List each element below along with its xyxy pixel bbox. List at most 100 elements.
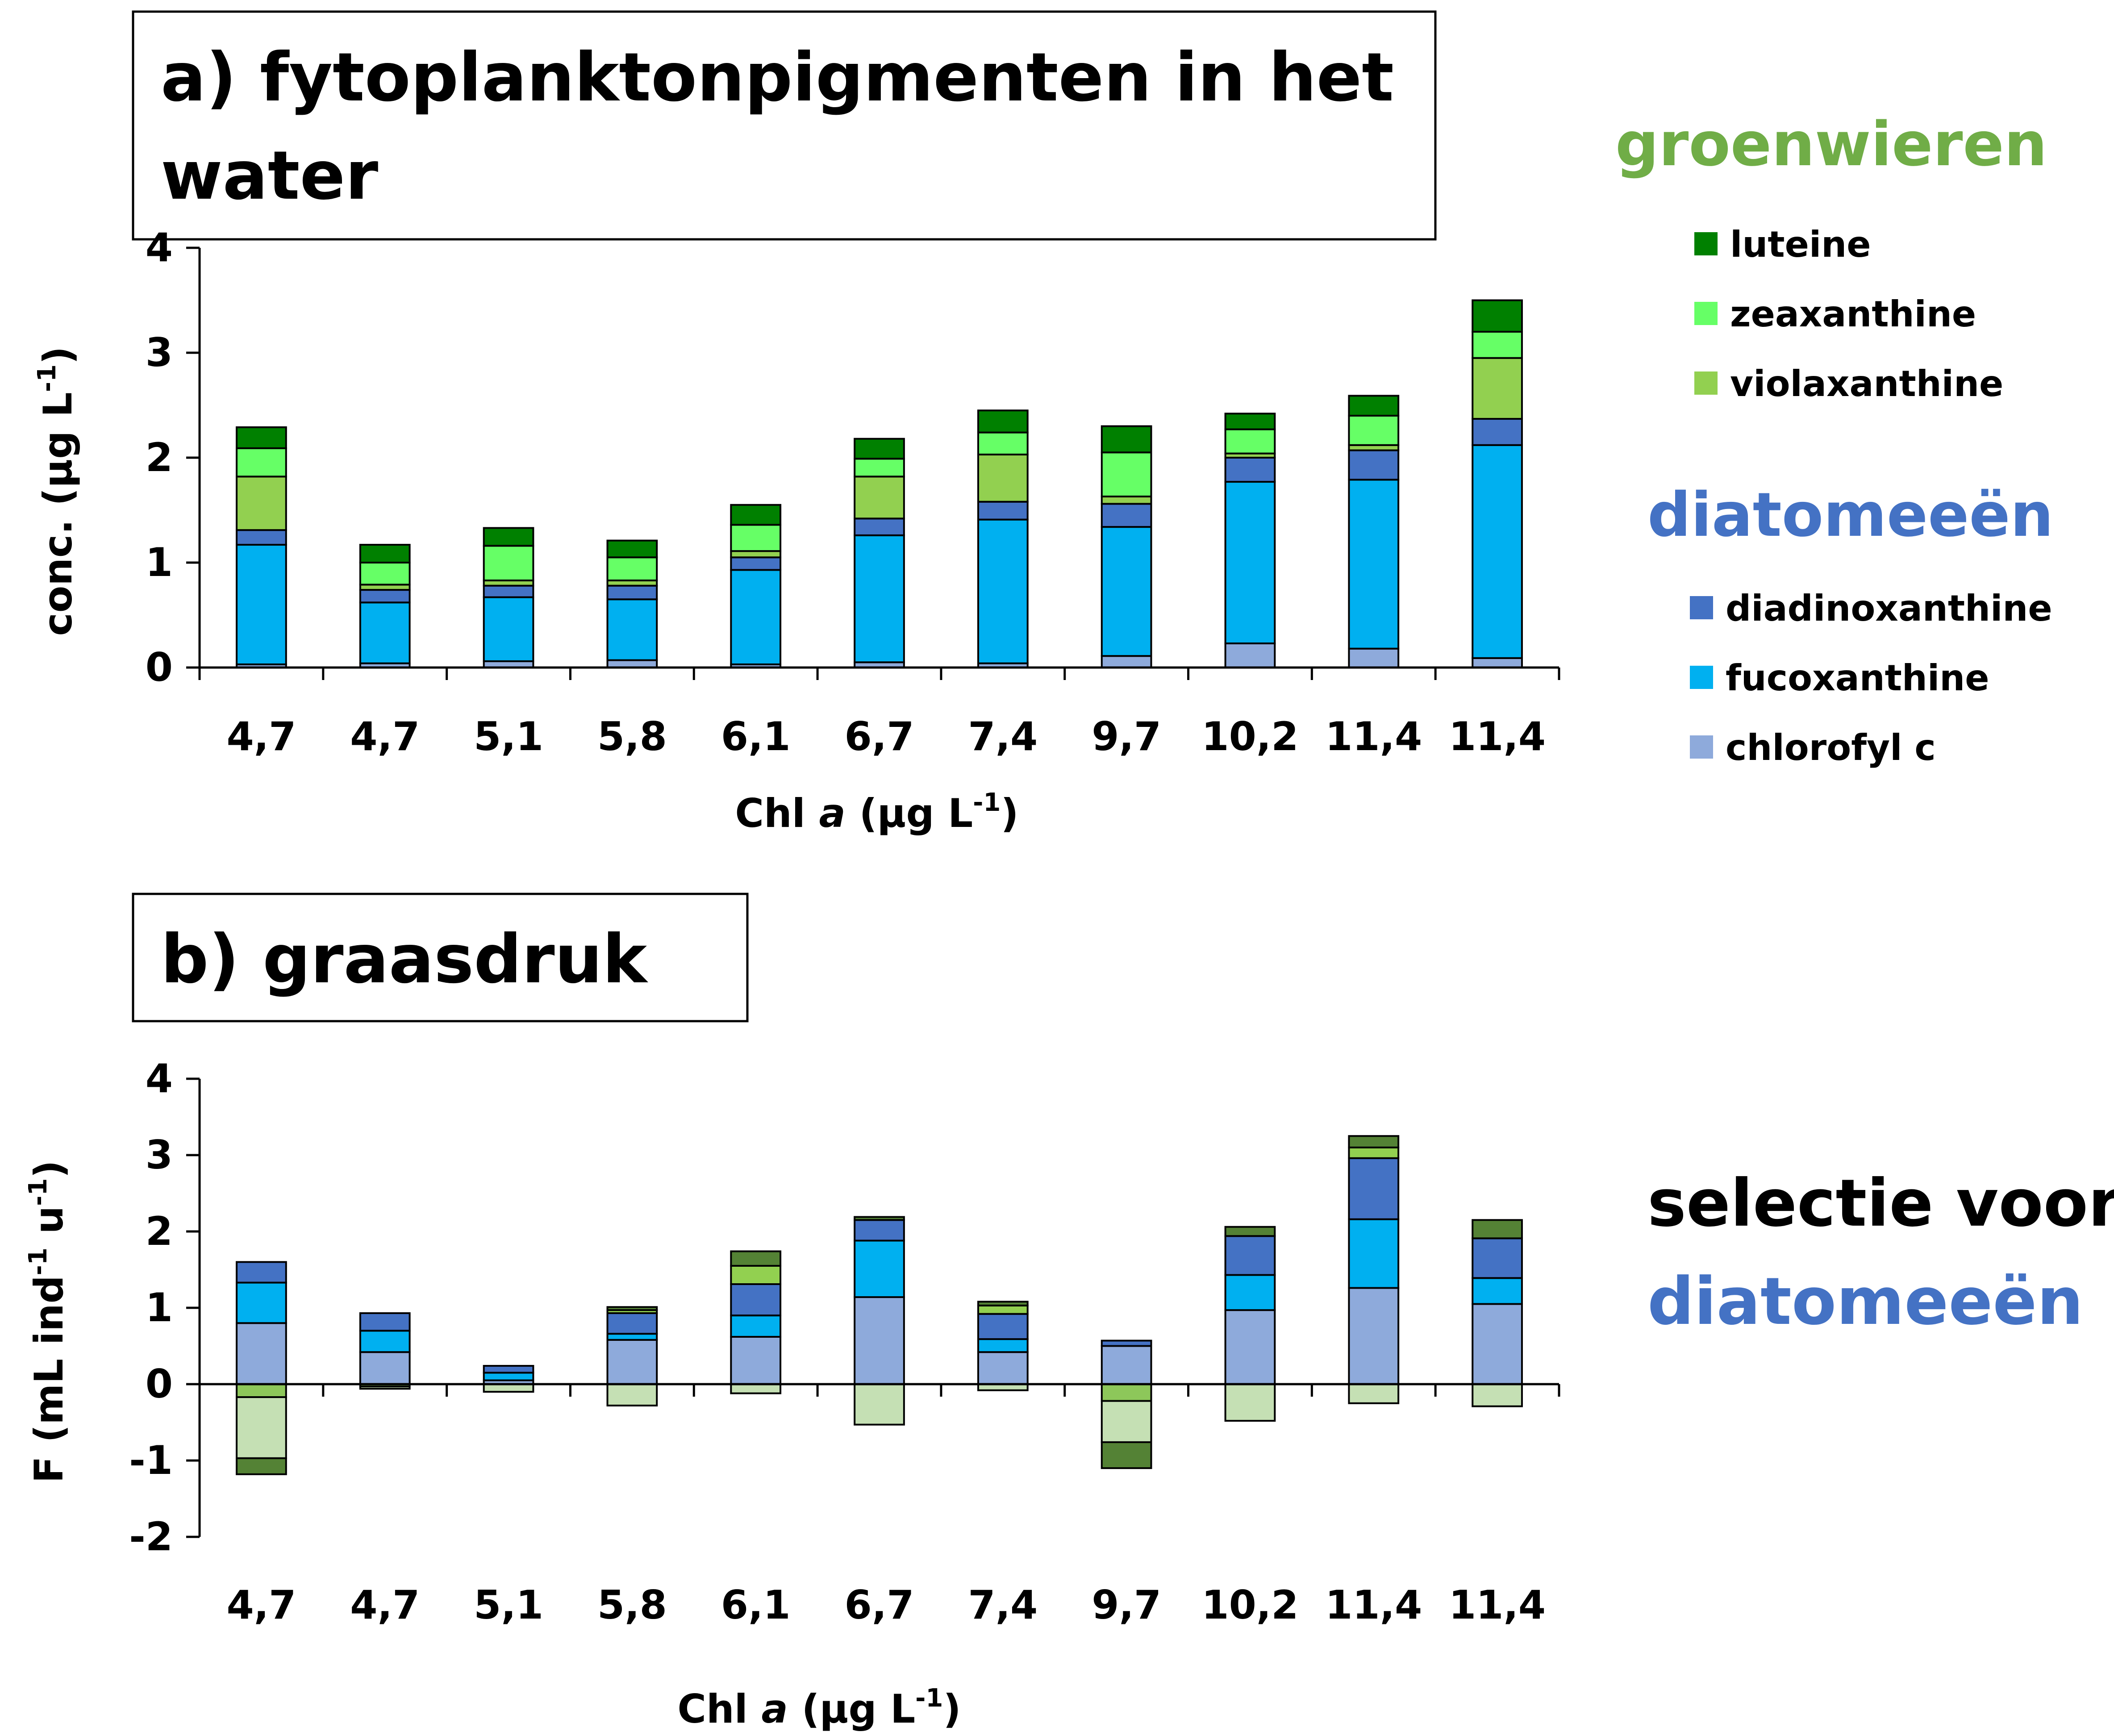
bar-segment-violaxanthine bbox=[730, 550, 782, 559]
y-tick-label: 3 bbox=[146, 330, 173, 376]
x-tick-label: 6,7 bbox=[845, 1582, 914, 1628]
panel-a-title-box bbox=[132, 10, 1437, 241]
bar-segment-chlorofyl-c bbox=[1348, 647, 1400, 668]
bar-segment-zeaxanthine bbox=[1101, 1400, 1152, 1443]
bar-segment-diadinoxanthine bbox=[1348, 1157, 1400, 1220]
x-tick-label: 10,2 bbox=[1201, 1582, 1298, 1628]
bar-segment-luteine bbox=[606, 539, 658, 559]
bar-segment-diadinoxanthine bbox=[1224, 457, 1276, 483]
legend-green-items: luteine zeaxanthine violaxanthine bbox=[1694, 224, 2003, 405]
bar-segment-fucoxanthine bbox=[977, 518, 1029, 664]
bar-segment-luteine bbox=[1472, 1219, 1523, 1239]
legend: groenwieren luteine zeaxanthine violaxanth… bbox=[1615, 109, 2053, 768]
bar-segment-diadinoxanthine bbox=[483, 1365, 534, 1374]
legend-label: luteine bbox=[1730, 224, 1871, 265]
bar-segment-violaxanthine bbox=[236, 476, 287, 531]
panel-a: a) fytoplanktonpigmenten in het water 0 1… bbox=[33, 10, 1560, 836]
legend-heading-groenwieren: groenwieren bbox=[1615, 109, 2047, 180]
bar-segment-chlorofyl-c bbox=[854, 1296, 905, 1385]
legend-blue-items: diadinoxanthine fucoxanthine chlorofyl c bbox=[1690, 588, 2052, 768]
bar-segment-diadinoxanthine bbox=[730, 556, 782, 571]
bar-segment-chlorofyl-c bbox=[1101, 1345, 1152, 1385]
bar-segment-diadinoxanthine bbox=[977, 1313, 1029, 1340]
bar-segment-violaxanthine bbox=[854, 476, 905, 520]
bar-segment-diadinoxanthine bbox=[1472, 418, 1523, 446]
bar-segment-zeaxanthine bbox=[730, 524, 782, 552]
annotation-line1: selectie voor bbox=[1647, 1165, 2114, 1241]
panel-a-title-line2: water bbox=[161, 137, 378, 215]
bar-segment-luteine bbox=[606, 1306, 658, 1311]
bar-segment-fucoxanthine bbox=[854, 1239, 905, 1298]
bar-segment-chlorofyl-c bbox=[1472, 1303, 1523, 1385]
x-tick-label: 11,4 bbox=[1325, 1582, 1422, 1628]
annotation-line2: diatomeeën bbox=[1647, 1264, 2083, 1340]
panel-a-xlabel-superscript: -1 bbox=[973, 788, 1001, 817]
bar-segment-fucoxanthine bbox=[977, 1338, 1029, 1353]
x-tick-label: 5,1 bbox=[474, 714, 543, 760]
bar-segment-zeaxanthine bbox=[359, 1385, 411, 1390]
bar-segment-diadinoxanthine bbox=[1224, 1235, 1276, 1276]
bar-segment-fucoxanthine bbox=[854, 534, 905, 664]
legend-label: chlorofyl c bbox=[1726, 727, 1936, 768]
bar-segment-chlorofyl-c bbox=[359, 1351, 411, 1385]
panel-b-axes: -2 -1 0 1 2 3 4 4,7 4,7 5,1 5,8 6,1 6,7 7,4 9,7 10,2 11,… bbox=[129, 1056, 1560, 1628]
bar-segment-fucoxanthine bbox=[1101, 526, 1152, 657]
panel-a-title-line1: a) fytoplanktonpigmenten in het bbox=[161, 39, 1394, 117]
legend-swatch bbox=[1694, 232, 1718, 255]
bar-segment-zeaxanthine bbox=[854, 458, 905, 478]
bar-segment-luteine bbox=[730, 504, 782, 526]
x-tick-label: 5,1 bbox=[474, 1582, 543, 1628]
bar-segment-zeaxanthine bbox=[730, 1383, 782, 1394]
bar-segment-luteine bbox=[854, 1216, 905, 1221]
bar-segment-fucoxanthine bbox=[236, 544, 287, 665]
bar-segment-fucoxanthine bbox=[730, 569, 782, 665]
legend-label: diadinoxanthine bbox=[1726, 588, 2052, 629]
x-tick-label: 9,7 bbox=[1092, 714, 1161, 760]
bar-segment-fucoxanthine bbox=[1348, 479, 1400, 650]
bar-segment-fucoxanthine bbox=[606, 1333, 658, 1341]
legend-label: zeaxanthine bbox=[1730, 293, 1976, 335]
panel-a-axes: 0 1 2 3 4 4,7 4,7 5,1 5,8 6,1 6,7 7,4 9,7 10,2 11,4 11,… bbox=[146, 225, 1560, 760]
bar-segment-luteine bbox=[977, 1301, 1029, 1306]
bar-segment-fucoxanthine bbox=[1472, 444, 1523, 659]
x-tick-label: 10,2 bbox=[1201, 714, 1298, 760]
legend-swatch bbox=[1690, 596, 1713, 619]
y-tick-label: 1 bbox=[146, 1285, 173, 1331]
legend-label: fucoxanthine bbox=[1726, 657, 1989, 699]
x-tick-label: 11,4 bbox=[1325, 714, 1422, 760]
bar-segment-fucoxanthine bbox=[1348, 1218, 1400, 1289]
x-tick-label: 4,7 bbox=[226, 714, 296, 760]
bar-segment-diadinoxanthine bbox=[606, 584, 658, 601]
x-tick-label: 5,8 bbox=[597, 1582, 667, 1628]
bar-segment-diadinoxanthine bbox=[1472, 1237, 1523, 1279]
bar-segment-fucoxanthine bbox=[1472, 1277, 1523, 1305]
bar-segment-violaxanthine bbox=[1101, 1383, 1152, 1402]
bar-segment-luteine bbox=[1101, 425, 1152, 454]
bar-segment-diadinoxanthine bbox=[606, 1312, 658, 1335]
legend-swatch bbox=[1690, 666, 1713, 689]
x-tick-label: 4,7 bbox=[350, 714, 420, 760]
bar-segment-violaxanthine bbox=[730, 1264, 782, 1285]
panel-a-ylabel-superscript: -1 bbox=[33, 364, 62, 392]
bar-segment-chlorofyl-c bbox=[1472, 657, 1523, 668]
bar-segment-chlorofyl-c bbox=[606, 1339, 658, 1385]
panel-b: b) graasdruk -2 -1 0 1 2 3 4 4,7 4,7 5,1 5,8 6,1 6,7… bbox=[24, 893, 1560, 1732]
bar-segment-zeaxanthine bbox=[977, 431, 1029, 455]
x-tick-label: 5,8 bbox=[597, 714, 667, 760]
panel-b-y-axis-label: F (mL ind-1 u-1) bbox=[24, 1160, 72, 1483]
bar-segment-diadinoxanthine bbox=[483, 584, 534, 598]
bar-segment-diadinoxanthine bbox=[359, 1312, 411, 1332]
bar-segment-fucoxanthine bbox=[1224, 1274, 1276, 1311]
bar-segment-violaxanthine bbox=[1472, 357, 1523, 420]
bar-segment-diadinoxanthine bbox=[977, 501, 1029, 521]
panel-b-title-box bbox=[132, 893, 749, 1022]
annotation: selectie voor diatomeeën bbox=[1647, 1165, 2114, 1340]
y-tick-label: 0 bbox=[146, 644, 173, 690]
bar-segment-zeaxanthine bbox=[483, 1383, 534, 1393]
bar-segment-chlorofyl-c bbox=[730, 1335, 782, 1385]
bar-segment-zeaxanthine bbox=[1472, 331, 1523, 359]
panel-a-bars bbox=[236, 299, 1523, 669]
bar-segment-luteine bbox=[359, 544, 411, 564]
bar-segment-zeaxanthine bbox=[1348, 415, 1400, 446]
